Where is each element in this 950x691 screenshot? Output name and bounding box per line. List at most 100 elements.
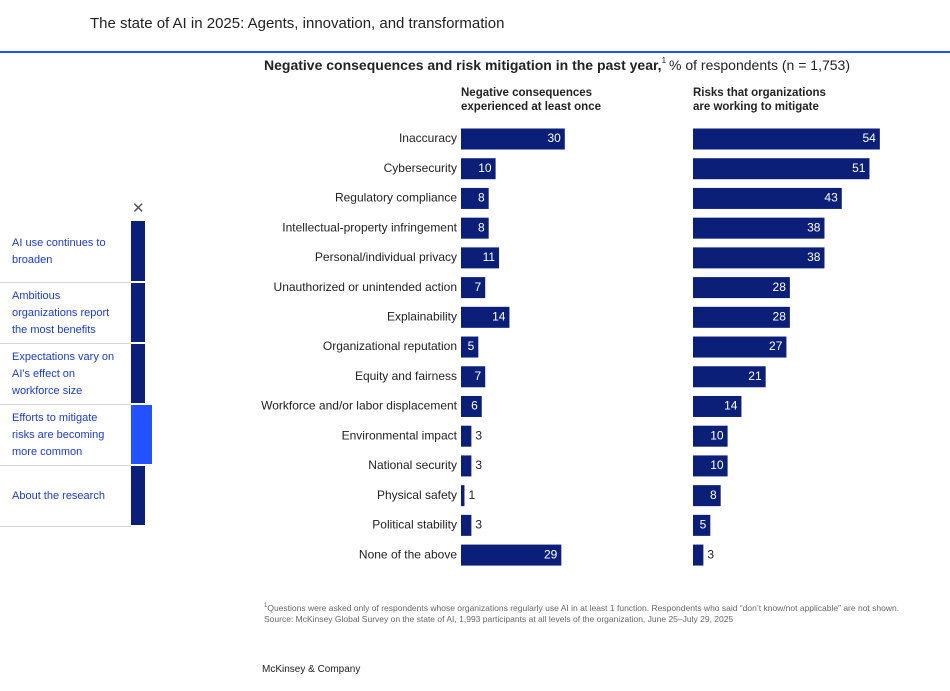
value-label: 5 xyxy=(468,339,475,353)
value-label: 54 xyxy=(862,131,876,145)
series-header-line: Negative consequences xyxy=(461,87,592,99)
value-label: 7 xyxy=(475,280,482,294)
source: Source: McKinsey Global Survey on the st… xyxy=(264,614,734,625)
value-label: 1 xyxy=(468,488,475,502)
value-label: 38 xyxy=(807,250,821,264)
bar xyxy=(693,485,721,507)
nav-label: Expectations vary on AI's effect on work… xyxy=(12,350,115,397)
bar xyxy=(461,158,496,180)
category-label: Personal/individual privacy xyxy=(315,250,457,264)
value-label: 14 xyxy=(724,399,738,413)
category-label: Intellectual-property infringement xyxy=(282,220,457,234)
bar xyxy=(461,247,500,269)
nav-item[interactable]: Efforts to mitigate risks are becoming m… xyxy=(0,405,152,466)
category-label: Equity and fairness xyxy=(355,369,457,383)
bar xyxy=(461,425,472,447)
bar xyxy=(461,455,472,477)
nav-item[interactable]: AI use continues to broaden xyxy=(0,221,145,283)
bar xyxy=(693,187,842,209)
value-label: 14 xyxy=(492,309,506,323)
value-label: 3 xyxy=(475,428,482,442)
nav-label: Efforts to mitigate risks are becoming m… xyxy=(12,411,105,458)
bar xyxy=(693,336,787,358)
value-label: 38 xyxy=(807,220,821,234)
bar xyxy=(693,277,790,299)
bar xyxy=(693,306,790,328)
nav-label: About the research xyxy=(12,489,105,502)
category-label: None of the above xyxy=(359,547,457,561)
bar xyxy=(461,366,486,388)
bar xyxy=(461,514,472,536)
brand: McKinsey & Company xyxy=(262,664,361,675)
value-label: 11 xyxy=(483,250,496,264)
footnotes: 1Questions were asked only of respondent… xyxy=(264,601,934,626)
side-nav: AI use continues to broaden Ambitious org… xyxy=(0,221,152,527)
series-header: Risks that organizations are working to m… xyxy=(693,87,826,113)
series-header-line: Risks that organizations xyxy=(693,87,826,99)
bar xyxy=(693,425,728,447)
header-rule xyxy=(0,51,950,53)
value-label: 27 xyxy=(769,339,783,353)
chart-title: Negative consequences and risk mitigatio… xyxy=(264,56,850,73)
value-label: 7 xyxy=(475,369,482,383)
nav-marker xyxy=(131,221,145,281)
value-label: 8 xyxy=(478,220,485,234)
bar xyxy=(693,366,766,388)
value-label: 6 xyxy=(471,399,478,413)
value-label: 29 xyxy=(544,547,558,561)
footnote-marker: 1 xyxy=(264,603,268,609)
bar xyxy=(693,455,728,477)
nav-marker xyxy=(131,405,152,464)
nav-item[interactable]: Expectations vary on AI's effect on work… xyxy=(0,344,145,405)
value-label: 10 xyxy=(710,428,724,442)
bar xyxy=(461,544,562,566)
value-label: 43 xyxy=(824,191,838,205)
value-label: 28 xyxy=(773,309,787,323)
category-label: Unauthorized or unintended action xyxy=(274,280,457,294)
value-label: 8 xyxy=(478,191,485,205)
bar xyxy=(461,395,482,417)
title-note: 1 xyxy=(662,56,667,65)
nav-item[interactable]: Ambitious organizations report the most … xyxy=(0,283,145,344)
category-label: Inaccuracy xyxy=(399,131,457,145)
value-label: 3 xyxy=(475,458,482,472)
bar xyxy=(461,485,465,507)
bar xyxy=(693,128,880,150)
category-label: Organizational reputation xyxy=(323,339,457,353)
footnote: 1Questions were asked only of respondent… xyxy=(264,601,934,614)
value-label: 3 xyxy=(707,547,714,561)
nav-marker xyxy=(131,283,145,342)
close-button[interactable]: ✕ xyxy=(132,200,145,217)
footnote-text: Questions were asked only of respondents… xyxy=(267,602,900,613)
bar xyxy=(461,277,486,299)
nav-marker xyxy=(131,344,145,403)
value-label: 30 xyxy=(547,131,561,145)
bar xyxy=(693,514,711,536)
bar xyxy=(693,217,825,239)
nav-label: Ambitious organizations report the most … xyxy=(12,289,110,336)
chart: Negative consequences and risk mitigatio… xyxy=(261,56,880,566)
title-main: Negative consequences and risk mitigatio… xyxy=(264,57,662,73)
bar xyxy=(693,247,825,269)
category-label: Explainability xyxy=(387,309,457,323)
value-label: 28 xyxy=(773,280,787,294)
value-label: 21 xyxy=(748,369,762,383)
value-label: 8 xyxy=(710,488,717,502)
bar xyxy=(461,217,489,239)
bar xyxy=(693,544,704,566)
value-label: 10 xyxy=(710,458,724,472)
nav-item[interactable]: About the research xyxy=(0,466,145,527)
series-header-line: are working to mitigate xyxy=(693,101,819,113)
value-label: 51 xyxy=(852,161,866,175)
page-title: The state of AI in 2025: Agents, innovat… xyxy=(90,15,505,32)
bar xyxy=(693,158,870,180)
subtitle: % of respondents (n = 1,753) xyxy=(669,57,850,73)
bar xyxy=(461,128,565,150)
category-label: Cybersecurity xyxy=(384,161,457,175)
bar xyxy=(693,395,742,417)
category-label: National security xyxy=(368,458,457,472)
bar xyxy=(461,306,510,328)
category-label: Environmental impact xyxy=(342,428,458,442)
value-label: 5 xyxy=(700,518,707,532)
